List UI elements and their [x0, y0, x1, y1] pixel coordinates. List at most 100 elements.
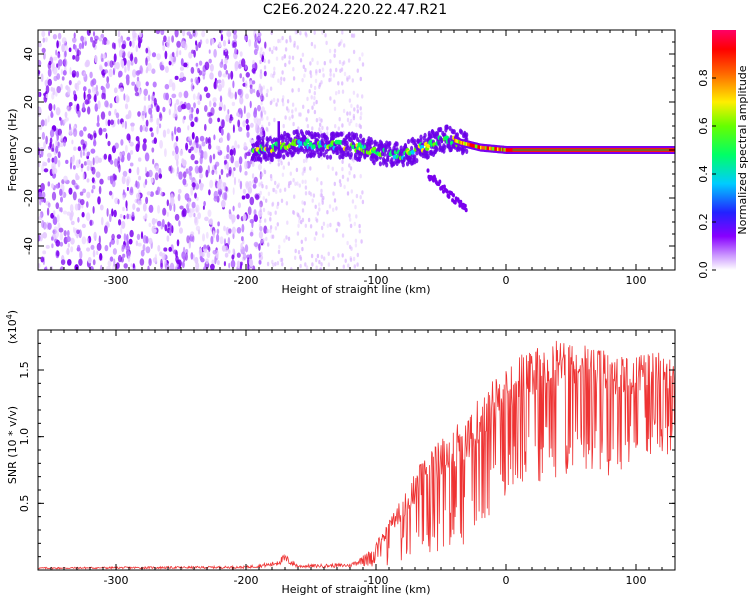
- heatmap-noise-cell: [246, 112, 251, 119]
- heatmap-noise-cell: [358, 229, 361, 234]
- heatmap-noise-cell: [319, 267, 322, 270]
- heatmap-noise-cell: [238, 126, 243, 132]
- heatmap-noise-cell: [146, 191, 151, 196]
- heatmap-noise-cell: [259, 219, 262, 224]
- heatmap-noise-cell: [144, 178, 148, 186]
- heatmap-noise-cell: [162, 106, 166, 113]
- heatmap-noise-cell: [239, 180, 243, 190]
- heatmap-noise-cell: [195, 225, 201, 232]
- heatmap-noise-cell: [171, 35, 175, 43]
- heatmap-signal-cell: [464, 207, 468, 213]
- heatmap-noise-cell: [350, 118, 353, 124]
- heatmap-noise-cell: [117, 156, 121, 164]
- y-tick-label: 40: [22, 47, 35, 61]
- snr-plot: -300 -200 -100 0 100 0.5 1.0 1.5 Height of stra…: [5, 310, 676, 596]
- heatmap-noise-cell: [227, 87, 232, 94]
- heatmap-noise-cell: [244, 244, 249, 253]
- heatmap-signal-cell: [316, 149, 320, 155]
- heatmap-noise-cell: [112, 248, 117, 255]
- heatmap-signal-cell: [324, 149, 328, 155]
- heatmap-noise-cell: [148, 222, 152, 228]
- heatmap-noise-cell: [340, 39, 343, 44]
- heatmap-noise-cell: [159, 64, 165, 71]
- heatmap-noise-cell: [249, 196, 255, 206]
- heatmap-noise-cell: [38, 59, 42, 67]
- heatmap-noise-cell: [198, 165, 203, 174]
- heatmap-core-cell: [494, 147, 497, 151]
- heatmap-noise-cell: [244, 34, 249, 41]
- heatmap-noise-cell: [70, 246, 74, 253]
- heatmap-noise-cell: [137, 40, 141, 49]
- heatmap-noise-cell: [113, 209, 117, 218]
- heatmap-noise-cell: [360, 239, 363, 244]
- heatmap-noise-cell: [206, 251, 211, 259]
- heatmap-noise-cell: [301, 171, 304, 176]
- heatmap-noise-cell: [56, 73, 61, 80]
- heatmap-noise-cell: [53, 104, 56, 111]
- heatmap-noise-cell: [136, 70, 142, 75]
- heatmap-noise-cell: [56, 86, 61, 94]
- heatmap-noise-cell: [259, 69, 263, 74]
- heatmap-noise-cell: [320, 118, 323, 123]
- heatmap-noise-cell: [179, 50, 182, 56]
- heatmap-noise-cell: [52, 216, 58, 225]
- heatmap-noise-cell: [286, 220, 289, 225]
- heatmap-noise-cell: [210, 235, 214, 245]
- heatmap-noise-cell: [204, 61, 210, 71]
- heatmap-noise-cell: [281, 172, 285, 177]
- heatmap-noise-cell: [207, 138, 211, 144]
- heatmap-noise-cell: [249, 253, 253, 261]
- heatmap-noise-cell: [63, 175, 68, 182]
- heatmap-noise-cell: [234, 140, 238, 150]
- heatmap-noise-cell: [328, 204, 332, 209]
- heatmap-noise-cell: [114, 142, 119, 149]
- x-tick-label: 100: [626, 574, 647, 587]
- heatmap-noise-cell: [332, 256, 335, 261]
- heatmap-signal-cell: [426, 153, 430, 160]
- heatmap-noise-cell: [151, 217, 156, 226]
- heatmap-noise-cell: [263, 110, 267, 115]
- heatmap-noise-cell: [232, 80, 235, 89]
- heatmap-noise-cell: [95, 84, 98, 92]
- heatmap-noise-cell: [79, 191, 84, 196]
- heatmap-noise-cell: [296, 45, 299, 50]
- heatmap-noise-cell: [42, 37, 46, 43]
- heatmap-noise-cell: [245, 193, 250, 199]
- heatmap-noise-cell: [226, 153, 230, 159]
- heatmap-noise-cell: [122, 253, 126, 258]
- heatmap-noise-cell: [275, 102, 278, 107]
- heatmap-noise-cell: [294, 255, 297, 260]
- heatmap-noise-cell: [123, 93, 126, 101]
- heatmap-noise-cell: [119, 152, 122, 160]
- heatmap-noise-cell: [193, 102, 196, 109]
- heatmap-noise-cell: [45, 244, 50, 249]
- heatmap-noise-cell: [232, 187, 235, 196]
- heatmap-noise-cell: [145, 236, 149, 244]
- heatmap-noise-cell: [348, 170, 351, 176]
- heatmap-noise-cell: [136, 166, 140, 176]
- heatmap-noise-cell: [181, 103, 186, 110]
- heatmap-noise-cell: [259, 174, 262, 179]
- heatmap-noise-cell: [209, 72, 214, 80]
- heatmap-noise-cell: [162, 207, 167, 216]
- heatmap-noise-cell: [354, 243, 358, 248]
- heatmap-noise-cell: [234, 47, 238, 55]
- heatmap-noise-cell: [54, 230, 59, 239]
- heatmap-noise-cell: [53, 56, 58, 61]
- heatmap-core-cell: [496, 147, 499, 151]
- heatmap-noise-cell: [130, 150, 134, 155]
- heatmap-noise-cell: [47, 115, 50, 123]
- heatmap-noise-cell: [327, 262, 331, 267]
- heatmap-noise-cell: [343, 71, 347, 77]
- heatmap-noise-cell: [83, 86, 87, 92]
- heatmap-noise-cell: [283, 77, 286, 82]
- heatmap-noise-cell: [213, 48, 217, 58]
- heatmap-noise-cell: [226, 173, 229, 178]
- heatmap-noise-cell: [77, 109, 81, 118]
- heatmap-core-cell: [460, 141, 463, 145]
- heatmap-noise-cell: [287, 236, 291, 241]
- heatmap-noise-cell: [82, 150, 85, 157]
- heatmap-noise-cell: [223, 63, 227, 71]
- heatmap-noise-cell: [302, 167, 305, 172]
